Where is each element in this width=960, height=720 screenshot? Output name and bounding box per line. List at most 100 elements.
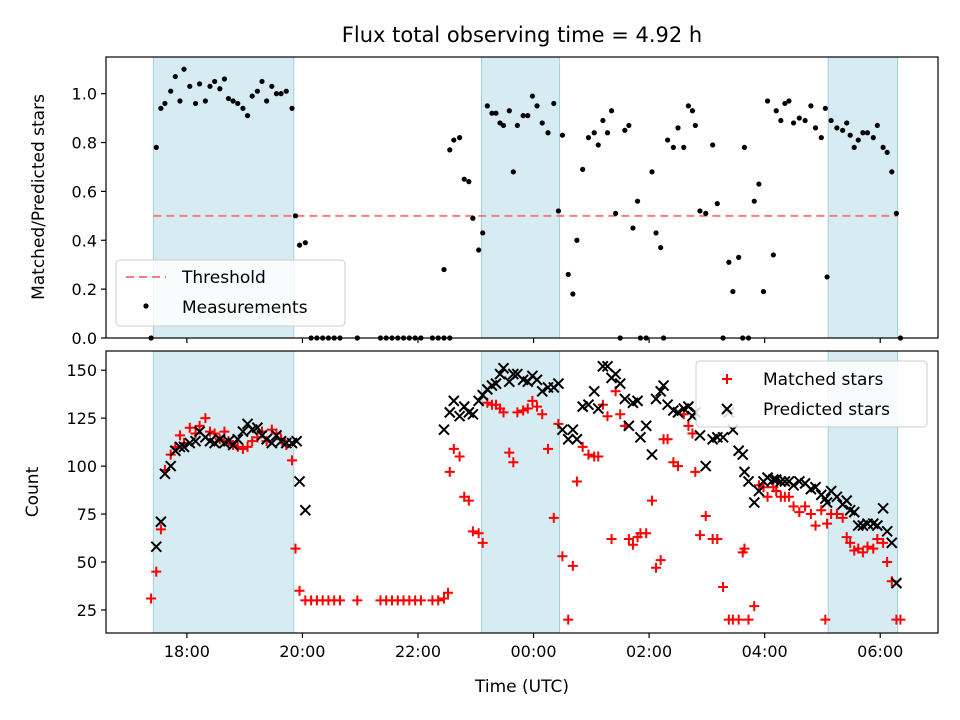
measurement-point xyxy=(828,117,834,124)
matched-star-point xyxy=(651,562,662,573)
matched-star-point xyxy=(627,539,638,550)
predicted-star-point xyxy=(717,431,729,444)
matched-star-point xyxy=(749,601,760,612)
predicted-star-point xyxy=(251,422,264,434)
predicted-star-point xyxy=(748,496,760,509)
measurement-point xyxy=(197,81,203,87)
measurement-point xyxy=(451,137,457,143)
measurement-point xyxy=(212,78,218,85)
measurement-point xyxy=(555,208,562,214)
predicted-star-point xyxy=(472,395,485,407)
matched-star-point xyxy=(548,512,559,523)
matched-star-point xyxy=(739,543,750,554)
measurement-point xyxy=(221,76,228,82)
matched-star-point xyxy=(557,551,568,562)
matched-star-point xyxy=(805,509,816,520)
predicted-star-point xyxy=(453,410,466,422)
measurement-point xyxy=(539,120,545,126)
matched-star-point xyxy=(498,407,509,418)
matched-star-point xyxy=(816,505,827,516)
measurement-point xyxy=(630,225,636,231)
measurement-point xyxy=(626,122,632,129)
measurement-point xyxy=(756,181,762,187)
measurement-point xyxy=(480,230,486,236)
matched-star-point xyxy=(690,466,701,477)
legend-matched-label: Matched stars xyxy=(763,370,883,390)
predicted-star-point xyxy=(571,433,583,445)
matched-star-point xyxy=(606,534,617,544)
predicted-star-point xyxy=(841,494,853,507)
predicted-star-point xyxy=(779,475,791,488)
predicted-star-point xyxy=(290,435,303,447)
predicted-star-point xyxy=(159,468,171,480)
matched-star-point xyxy=(762,491,773,502)
predicted-star-point xyxy=(871,519,884,532)
bottom-axes-frame xyxy=(105,350,939,634)
predicted-star-point xyxy=(438,423,450,436)
measurement-point xyxy=(441,266,447,273)
matched-star-point xyxy=(857,547,868,558)
measurement-point xyxy=(289,105,295,111)
measurement-point xyxy=(153,144,159,151)
matched-star-point xyxy=(845,537,856,548)
predicted-star-point xyxy=(155,516,167,528)
measurement-point xyxy=(574,237,580,243)
measurement-point xyxy=(889,169,895,175)
bottom-y-tick-label: 125 xyxy=(66,409,97,428)
matched-star-point xyxy=(527,395,538,406)
measurement-point xyxy=(653,230,659,236)
measurement-point xyxy=(604,130,611,136)
measurement-point xyxy=(534,103,540,109)
predicted-star-point xyxy=(672,406,684,419)
measurement-point xyxy=(457,135,463,141)
top-shaded-interval xyxy=(827,56,899,339)
measurement-point xyxy=(658,244,664,251)
measurement-point xyxy=(796,115,802,121)
matched-star-point xyxy=(532,401,543,412)
measurement-point xyxy=(302,240,308,246)
matched-star-point xyxy=(444,466,455,477)
measurement-point xyxy=(760,288,767,295)
top-axes-frame xyxy=(105,56,939,339)
measurement-point xyxy=(847,132,853,138)
measurement-point xyxy=(192,100,199,107)
measurement-point xyxy=(714,201,720,207)
measurement-point xyxy=(177,98,183,104)
predicted-star-point xyxy=(886,537,898,549)
matched-star-point xyxy=(623,534,634,544)
measurement-point xyxy=(254,88,260,94)
measurement-point xyxy=(649,169,655,175)
measurement-point xyxy=(860,130,866,136)
measurement-point xyxy=(240,105,246,111)
measurement-point xyxy=(741,144,748,151)
matched-star-point xyxy=(895,614,906,625)
matched-star-point xyxy=(718,581,729,592)
matched-star-point xyxy=(743,614,754,625)
measurement-point xyxy=(613,210,619,216)
measurement-point xyxy=(670,144,676,151)
measurement-point xyxy=(893,210,900,216)
top-y-tick-label: 0.2 xyxy=(72,280,97,299)
predicted-star-point xyxy=(562,433,574,445)
predicted-star-point xyxy=(821,496,833,509)
predicted-star-point xyxy=(657,379,670,392)
measurement-point xyxy=(570,291,576,297)
matched-star-point xyxy=(563,614,574,625)
predicted-star-point xyxy=(787,479,800,491)
matched-star-point xyxy=(518,405,529,416)
matched-star-point xyxy=(571,476,582,487)
matched-star-point xyxy=(822,518,833,529)
matched-star-point xyxy=(543,443,553,454)
bottom-y-tick-label: 150 xyxy=(66,361,97,380)
predicted-star-point xyxy=(299,504,312,516)
bottom-legend-box xyxy=(695,360,928,428)
top-y-tick-label: 0.8 xyxy=(72,134,97,153)
predicted-star-point xyxy=(232,433,244,445)
predicted-star-point xyxy=(623,420,635,432)
measurement-point xyxy=(622,127,628,133)
measurement-point xyxy=(217,86,223,92)
predicted-star-point xyxy=(775,475,787,488)
matched-star-point xyxy=(247,436,258,447)
predicted-star-point xyxy=(150,540,162,553)
measurement-point xyxy=(172,73,178,80)
